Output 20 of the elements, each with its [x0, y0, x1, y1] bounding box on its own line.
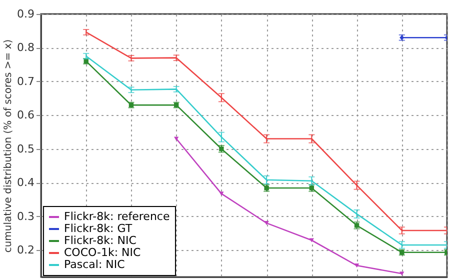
- point: [174, 136, 179, 141]
- point: [400, 272, 404, 276]
- y-tick-label: 0.6: [17, 108, 34, 122]
- point: [354, 264, 360, 268]
- point: [309, 238, 314, 242]
- y-tick-label: 0.3: [17, 210, 34, 223]
- point: [219, 192, 224, 196]
- y-tick-label: 0.8: [17, 41, 34, 54]
- y-tick-label: 0.5: [17, 142, 34, 156]
- legend-label: Flickr-8k: GT: [64, 222, 132, 235]
- y-tick-label: 0.9: [17, 8, 34, 20]
- y-axis-title: cumulative distribution (% of scores >= x): [3, 39, 14, 253]
- legend-label: Flickr-8k: NIC: [64, 234, 137, 247]
- legend-label: Flickr-8k: reference: [64, 210, 170, 223]
- legend-label: Pascal: NIC: [64, 258, 126, 271]
- y-tick-label: 0.4: [17, 176, 34, 190]
- y-tick-label: 0.7: [17, 74, 34, 88]
- legend-label: COCO-1k: NIC: [64, 246, 141, 259]
- point: [264, 221, 269, 226]
- y-tick-label: 0.2: [17, 244, 34, 257]
